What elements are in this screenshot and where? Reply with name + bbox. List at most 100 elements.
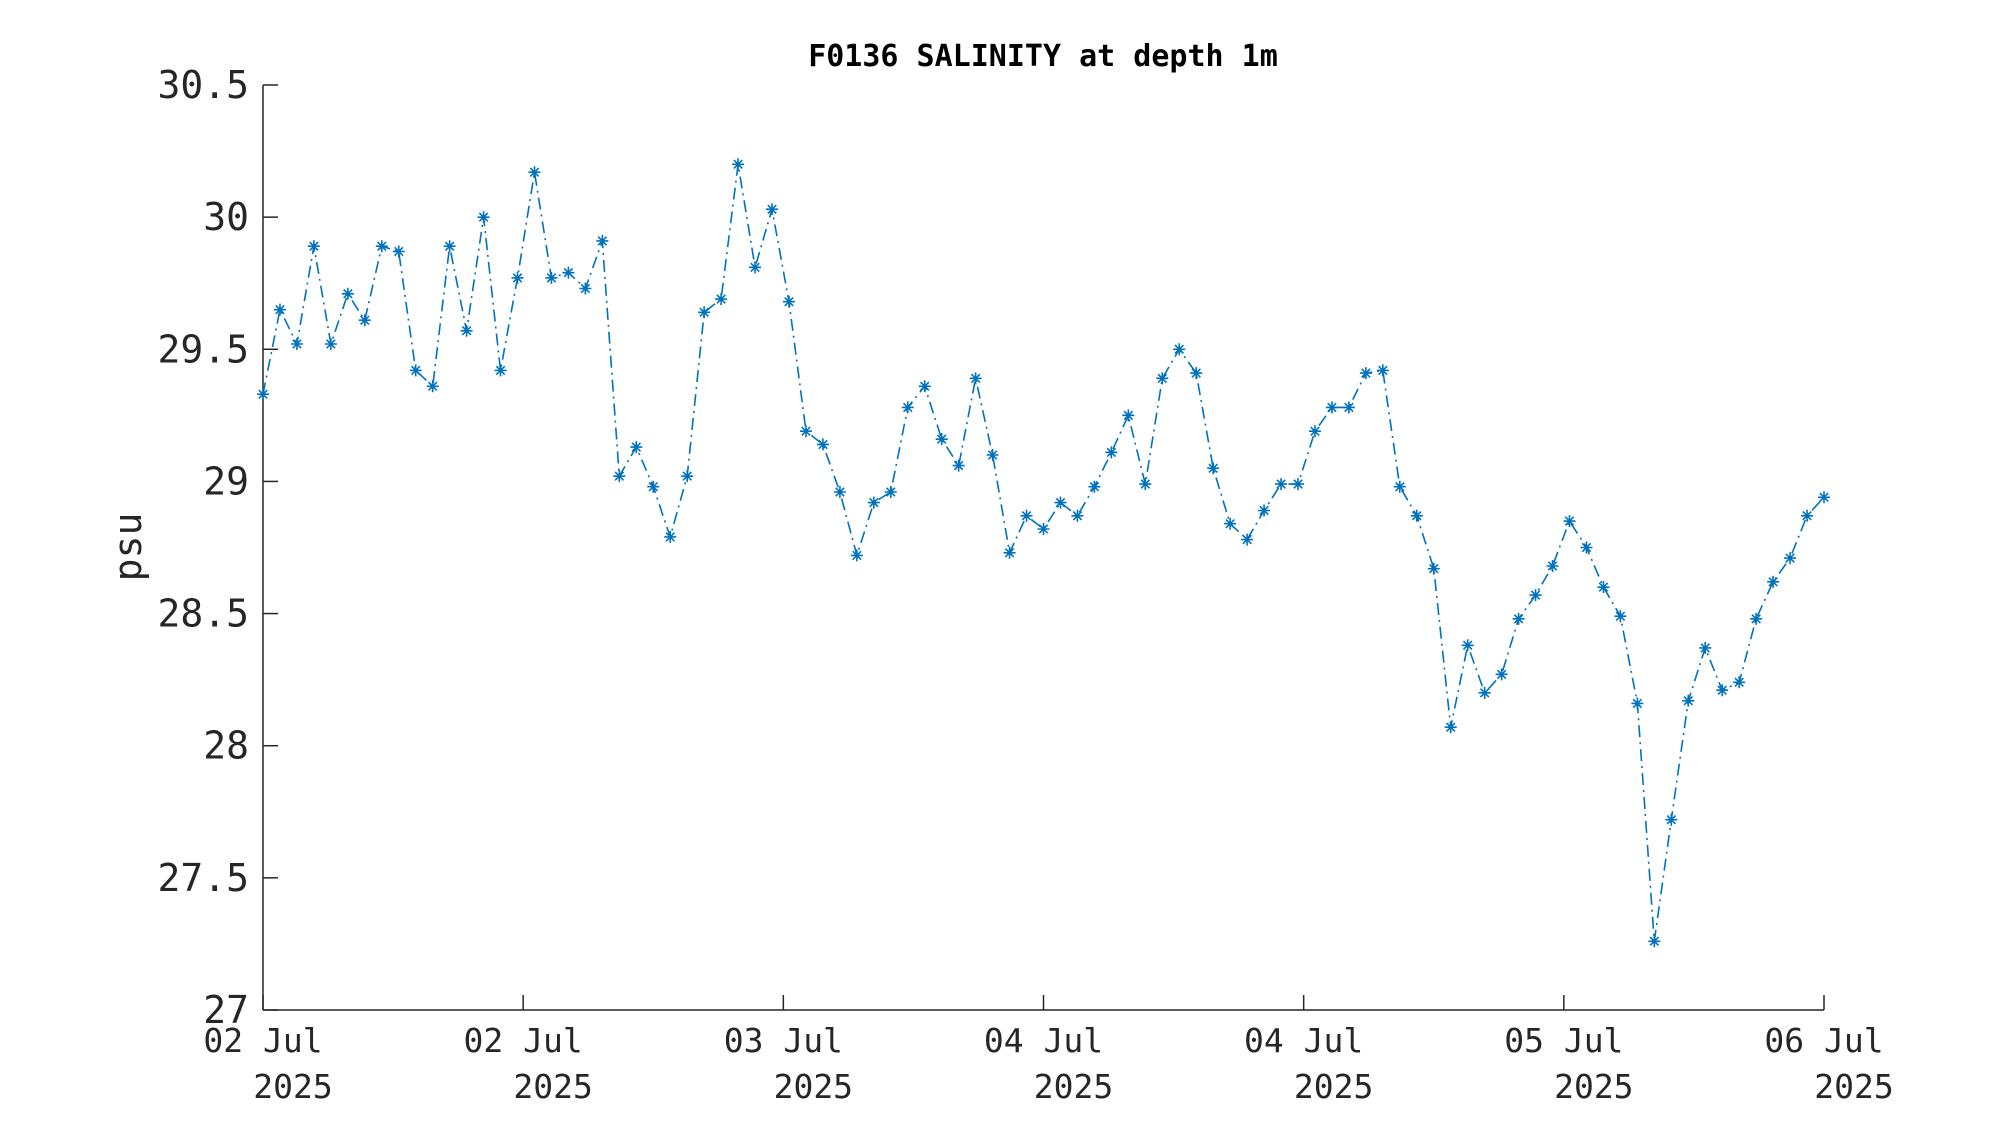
y-tick-label: 30 [203, 195, 249, 239]
data-point [969, 372, 982, 385]
y-tick-label: 29 [203, 459, 249, 503]
data-point [562, 266, 575, 279]
data-point [1139, 478, 1152, 491]
data-point [375, 240, 388, 253]
data-point [630, 441, 643, 454]
data-point [1071, 509, 1084, 522]
x-tick-label-date: 04 Jul [984, 1021, 1103, 1060]
data-point [341, 287, 354, 300]
x-tick-label-date: 05 Jul [1504, 1021, 1623, 1060]
y-tick-label: 28 [203, 724, 249, 768]
data-point [850, 549, 863, 562]
data-point [477, 211, 490, 224]
x-ticks: 02 Jul 2025 02 Jul 2025 03 Jul 2025 04 Jul 2025… [203, 995, 1894, 1106]
data-point [1054, 496, 1067, 509]
data-point [1495, 668, 1508, 681]
data-point [1597, 581, 1610, 594]
data-point [1088, 480, 1101, 493]
data-point [494, 364, 507, 377]
y-ticks: 27 27.5 28 28.5 29 29.5 30 30.5 [157, 63, 278, 1032]
data-point [1580, 541, 1593, 554]
data-point [1767, 575, 1780, 588]
data-point [460, 324, 473, 337]
data-point [1801, 509, 1814, 522]
data-point [1614, 610, 1627, 623]
x-tick-label-year: 2025 [513, 1067, 592, 1106]
data-point [732, 158, 745, 171]
data-point [715, 293, 728, 306]
data-point [409, 364, 422, 377]
x-tick-label-year: 2025 [1814, 1067, 1893, 1106]
data-point [1648, 935, 1661, 948]
data-point [1308, 425, 1321, 438]
y-tick-label: 30.5 [157, 63, 249, 107]
series-markers [257, 158, 1830, 948]
data-point [579, 282, 592, 295]
data-point [698, 306, 711, 319]
y-axis-label: psu [106, 513, 150, 582]
data-point [816, 438, 829, 451]
x-tick-label-date: 06 Jul [1764, 1021, 1883, 1060]
data-point [1376, 364, 1389, 377]
series-line [262, 164, 1825, 942]
data-point [1037, 523, 1050, 535]
data-point [749, 261, 762, 274]
data-point [884, 486, 897, 498]
data-point [511, 271, 524, 284]
data-point [986, 449, 999, 461]
data-point [952, 459, 965, 472]
data-point [273, 303, 286, 316]
x-tick-label-year: 2025 [253, 1067, 332, 1106]
data-point [918, 380, 931, 393]
x-tick-label-date: 02 Jul [464, 1021, 583, 1060]
data-point [766, 203, 779, 216]
data-point [833, 486, 846, 498]
data-point [1665, 813, 1678, 826]
data-point [1716, 684, 1729, 697]
data-point [1410, 509, 1423, 522]
y-tick-label: 27.5 [157, 856, 249, 900]
data-point [1020, 509, 1033, 522]
data-point [1733, 676, 1746, 689]
data-point [1444, 721, 1457, 734]
x-tick-label-year: 2025 [1294, 1067, 1373, 1106]
x-tick-label-date: 03 Jul [724, 1021, 843, 1060]
data-point [307, 240, 320, 253]
data-point [392, 245, 405, 258]
data-point [1173, 343, 1186, 356]
data-point [901, 401, 914, 414]
data-point [358, 314, 371, 327]
data-point [1529, 589, 1542, 602]
data-point [257, 388, 269, 401]
data-point [1241, 533, 1254, 546]
data-point [1325, 401, 1338, 414]
data-point [596, 234, 609, 247]
data-point [1224, 517, 1237, 530]
data-point [935, 433, 948, 446]
data-point [799, 425, 812, 438]
data-point [1359, 367, 1372, 380]
data-point [1156, 372, 1169, 385]
data-point [1563, 515, 1576, 528]
data-point [782, 295, 795, 308]
data-point [528, 166, 541, 179]
data-point [681, 470, 694, 483]
data-point [867, 496, 880, 509]
data-point [1105, 446, 1118, 459]
data-point [1342, 401, 1355, 414]
data-point [426, 380, 439, 393]
data-point [290, 338, 303, 350]
data-point [664, 530, 677, 543]
data-point [1275, 478, 1288, 491]
data-point [1461, 639, 1474, 652]
data-point [1190, 367, 1203, 380]
data-point [1207, 462, 1220, 475]
x-tick-label-year: 2025 [1554, 1067, 1633, 1106]
data-point [1750, 612, 1763, 625]
data-point [443, 240, 456, 253]
data-point [1478, 686, 1491, 699]
data-point [1682, 694, 1695, 707]
x-tick-label-year: 2025 [1034, 1067, 1113, 1106]
